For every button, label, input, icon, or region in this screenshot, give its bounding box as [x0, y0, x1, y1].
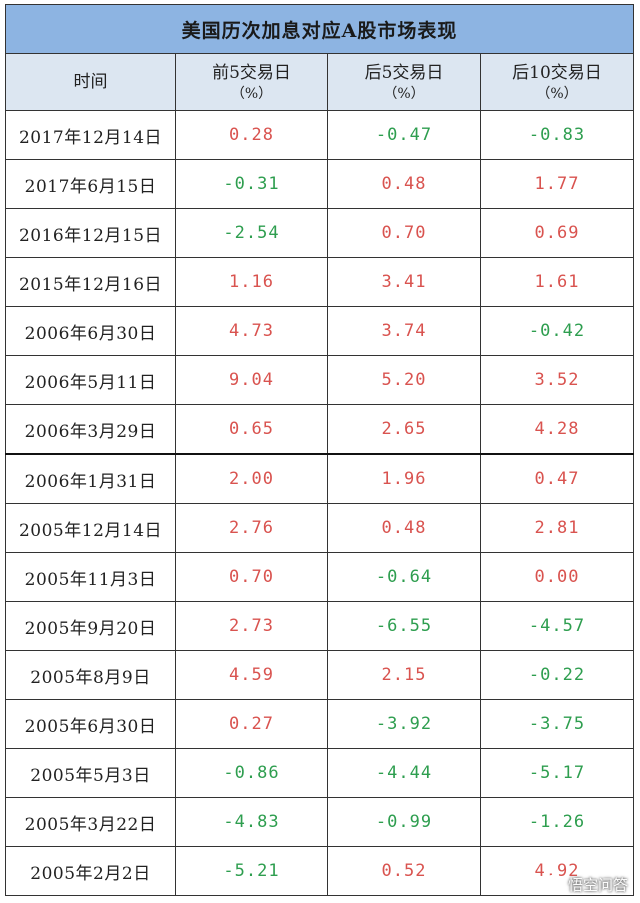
date-cell: 2017年12月14日 — [5, 110, 176, 160]
watermark: 悟空问答 — [542, 873, 628, 895]
post5-value-cell: -3.92 — [327, 699, 481, 749]
pre5-value-cell: 2.73 — [175, 601, 328, 651]
table-row: 2017年12月14日 0.28 -0.47 -0.83 — [5, 110, 634, 160]
post5-value-cell: 0.52 — [327, 846, 481, 896]
pre5-value-cell: 0.27 — [175, 699, 328, 749]
date-cell: 2005年9月20日 — [5, 601, 176, 651]
post5-value-cell: -0.64 — [327, 552, 481, 602]
post10-value-cell: 1.77 — [480, 159, 634, 209]
date-cell: 2017年6月15日 — [5, 159, 176, 209]
table-row: 2005年9月20日 2.73 -6.55 -4.57 — [5, 601, 634, 651]
post5-value-cell: 3.74 — [327, 306, 481, 356]
column-header-date-label: 时间 — [73, 72, 108, 92]
date-cell: 2005年6月30日 — [5, 699, 176, 749]
post5-value-cell: 0.48 — [327, 503, 481, 553]
post10-value-cell: 2.81 — [480, 503, 634, 553]
pre5-value-cell: 4.59 — [175, 650, 328, 700]
date-cell: 2005年12月14日 — [5, 503, 176, 553]
post5-value-cell: 3.41 — [327, 257, 481, 307]
column-header-post5-unit: （%） — [383, 86, 425, 102]
table-row: 2005年11月3日 0.70 -0.64 0.00 — [5, 552, 634, 602]
post10-value-cell: 0.00 — [480, 552, 634, 602]
table-row: 2005年5月3日 -0.86 -4.44 -5.17 — [5, 748, 634, 798]
pre5-value-cell: 1.16 — [175, 257, 328, 307]
column-header-post5: 后5交易日 （%） — [327, 53, 481, 111]
table-body: 2017年12月14日 0.28 -0.47 -0.83 2017年6月15日 -0.31… — [5, 110, 634, 896]
post10-value-cell: 0.47 — [480, 453, 634, 504]
post5-value-cell: -6.55 — [327, 601, 481, 651]
post5-value-cell: 2.15 — [327, 650, 481, 700]
post5-value-cell: -0.47 — [327, 110, 481, 160]
column-header-post10: 后10交易日 （%） — [480, 53, 634, 111]
post10-value-cell: 0.69 — [480, 208, 634, 258]
post5-value-cell: 2.65 — [327, 404, 481, 455]
post10-value-cell: 4.92 — [480, 846, 634, 896]
table-row: 2006年5月11日 9.04 5.20 3.52 — [5, 355, 634, 405]
post5-value-cell: -4.44 — [327, 748, 481, 798]
column-header-pre5: 前5交易日 （%） — [175, 53, 328, 111]
watermark-text: 悟空问答 — [567, 875, 628, 894]
pre5-value-cell: 0.70 — [175, 552, 328, 602]
table-row: 2006年1月31日 2.00 1.96 0.47 — [5, 453, 634, 504]
table-row: 2006年3月29日 0.65 2.65 4.28 — [5, 404, 634, 455]
table-row: 2005年3月22日 -4.83 -0.99 -1.26 — [5, 797, 634, 847]
table-row: 2005年8月9日 4.59 2.15 -0.22 — [5, 650, 634, 700]
table-row: 2005年12月14日 2.76 0.48 2.81 — [5, 503, 634, 553]
date-cell: 2016年12月15日 — [5, 208, 176, 258]
table-row: 2016年12月15日 -2.54 0.70 0.69 — [5, 208, 634, 258]
date-cell: 2006年1月31日 — [5, 453, 176, 504]
table-row: 2005年6月30日 0.27 -3.92 -3.75 — [5, 699, 634, 749]
post5-value-cell: 5.20 — [327, 355, 481, 405]
pre5-value-cell: -5.21 — [175, 846, 328, 896]
post10-value-cell: -4.57 — [480, 601, 634, 651]
post5-value-cell: -0.99 — [327, 797, 481, 847]
pre5-value-cell: 2.76 — [175, 503, 328, 553]
date-cell: 2005年5月3日 — [5, 748, 176, 798]
column-header-post5-label: 后5交易日 — [364, 63, 444, 83]
post10-value-cell: -3.75 — [480, 699, 634, 749]
date-cell: 2015年12月16日 — [5, 257, 176, 307]
date-cell: 2005年11月3日 — [5, 552, 176, 602]
column-header-pre5-unit: （%） — [230, 86, 273, 102]
table-row: 2006年6月30日 4.73 3.74 -0.42 — [5, 306, 634, 356]
pre5-value-cell: -2.54 — [175, 208, 328, 258]
post10-value-cell: 1.61 — [480, 257, 634, 307]
date-cell: 2006年5月11日 — [5, 355, 176, 405]
pre5-value-cell: 2.00 — [175, 453, 328, 504]
post10-value-cell: 4.28 — [480, 404, 634, 455]
pre5-value-cell: -4.83 — [175, 797, 328, 847]
post10-value-cell: -5.17 — [480, 748, 634, 798]
table-row: 2017年6月15日 -0.31 0.48 1.77 — [5, 159, 634, 209]
column-header-post10-unit: （%） — [536, 86, 578, 102]
date-cell: 2005年2月2日 — [5, 846, 176, 896]
pre5-value-cell: -0.31 — [175, 159, 328, 209]
column-header-pre5-label: 前5交易日 — [212, 63, 291, 83]
pre5-value-cell: 4.73 — [175, 306, 328, 356]
date-cell: 2005年8月9日 — [5, 650, 176, 700]
post10-value-cell: -0.83 — [480, 110, 634, 160]
post5-value-cell: 0.70 — [327, 208, 481, 258]
table-row: 2005年2月2日 -5.21 0.52 4.92 — [5, 846, 634, 896]
date-cell: 2005年3月22日 — [5, 797, 176, 847]
post10-value-cell: -0.42 — [480, 306, 634, 356]
pre5-value-cell: 9.04 — [175, 355, 328, 405]
chat-bubble-icon — [543, 874, 563, 894]
pre5-value-cell: -0.86 — [175, 748, 328, 798]
table-title: 美国历次加息对应A股市场表现 — [5, 4, 634, 54]
date-cell: 2006年6月30日 — [5, 306, 176, 356]
post10-value-cell: -0.22 — [480, 650, 634, 700]
date-cell: 2006年3月29日 — [5, 404, 176, 455]
pre5-value-cell: 0.65 — [175, 404, 328, 455]
post10-value-cell: 3.52 — [480, 355, 634, 405]
table-row: 2015年12月16日 1.16 3.41 1.61 — [5, 257, 634, 307]
column-header-post10-label: 后10交易日 — [512, 63, 602, 83]
pre5-value-cell: 0.28 — [175, 110, 328, 160]
post5-value-cell: 1.96 — [327, 453, 481, 504]
column-header-date: 时间 — [5, 53, 176, 111]
post5-value-cell: 0.48 — [327, 159, 481, 209]
post10-value-cell: -1.26 — [480, 797, 634, 847]
rate-hike-performance-table: 美国历次加息对应A股市场表现 时间 前5交易日 （%） 后5交易日 （%） 后1… — [5, 4, 634, 896]
